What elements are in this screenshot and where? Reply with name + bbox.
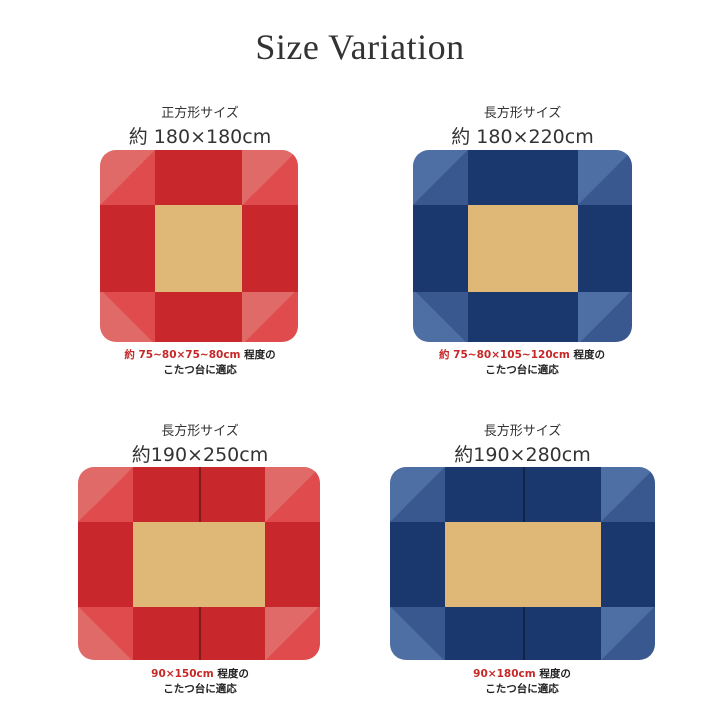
table-top-area [155, 205, 242, 292]
rug-edge-tile [445, 607, 601, 660]
rug-corner-tile [413, 292, 468, 342]
fit-size-highlight: 約 75~80×75~80cm [124, 349, 241, 361]
size-dimensions: 約190×250cm [131, 444, 269, 466]
size-kind-label: 長方形サイズ [161, 424, 239, 439]
rug-corner-tile [601, 607, 655, 660]
rug-diagram-rect-red [78, 467, 320, 660]
size-dimensions: 約190×280cm [454, 444, 591, 466]
rug-edge-tile [78, 522, 133, 607]
rug-corner-tile [265, 467, 320, 522]
rug-corner-tile [100, 150, 155, 205]
rug-edge-tile [413, 205, 468, 292]
fit-caption: 90×180cm 程度のこたつ台に適応 [392, 667, 652, 697]
page-title: Size Variation [255, 27, 465, 67]
rug-corner-tile [390, 607, 445, 660]
rug-edge-tile [133, 467, 265, 522]
rug-corner-tile [242, 150, 298, 205]
table-top-area [468, 205, 578, 292]
rug-edge-tile [155, 292, 242, 342]
rug-edge-tile [468, 292, 578, 342]
size-kind-label: 正方形サイズ [161, 106, 239, 121]
rug-edge-tile [468, 150, 578, 205]
rug-edge-tile [242, 205, 298, 292]
fit-caption: 約 75~80×75~80cm 程度の こたつ台に適応 [80, 348, 320, 378]
rug-edge-tile [578, 205, 632, 292]
rug-corner-tile [578, 292, 632, 342]
size-kind-label: 長方形サイズ [483, 106, 562, 121]
rug-corner-tile [390, 467, 445, 522]
fit-suffix: 程度の [535, 668, 571, 680]
rug-edge-tile [265, 522, 320, 607]
fit-line2: こたつ台に適応 [163, 364, 237, 376]
rug-corner-tile [78, 607, 133, 660]
rug-edge-tile [445, 467, 601, 522]
table-top-area [445, 522, 601, 607]
fit-line2: こたつ台に適応 [485, 364, 559, 376]
fit-size-highlight: 約 75~80×105~120cm [439, 349, 570, 361]
rug-corner-tile [100, 292, 155, 342]
fit-suffix: 程度の [569, 349, 605, 361]
rug-corner-tile [578, 150, 632, 205]
rug-edge-tile [133, 607, 265, 660]
fit-caption: 90×150cm 程度のこたつ台に適応 [80, 667, 320, 697]
rug-corner-tile [78, 467, 133, 522]
rug-diagram-square-red [100, 150, 298, 342]
rug-diagram-rect-blue [413, 150, 632, 342]
size-dimensions: 約 180×220cm [451, 126, 594, 148]
rug-edge-tile [390, 522, 445, 607]
fit-size-highlight: 90×150cm [151, 668, 214, 680]
fit-line2: こたつ台に適応 [163, 683, 237, 695]
table-top-area [133, 522, 265, 607]
fit-suffix: 程度の [240, 349, 276, 361]
fit-line2: こたつ台に適応 [485, 683, 559, 695]
size-kind-label: 長方形サイズ [483, 424, 562, 439]
rug-corner-tile [242, 292, 298, 342]
rug-edge-tile [155, 150, 242, 205]
rug-corner-tile [601, 467, 655, 522]
rug-corner-tile [265, 607, 320, 660]
fit-suffix: 程度の [213, 668, 249, 680]
size-dimensions: 約 180×180cm [128, 126, 272, 148]
fit-size-highlight: 90×180cm [473, 668, 536, 680]
rug-corner-tile [413, 150, 468, 205]
fit-caption: 約 75~80×105~120cm 程度の こたつ台に適応 [392, 348, 652, 378]
rug-edge-tile [601, 522, 655, 607]
rug-diagram-rect-blue-large [390, 467, 655, 660]
rug-edge-tile [100, 205, 155, 292]
